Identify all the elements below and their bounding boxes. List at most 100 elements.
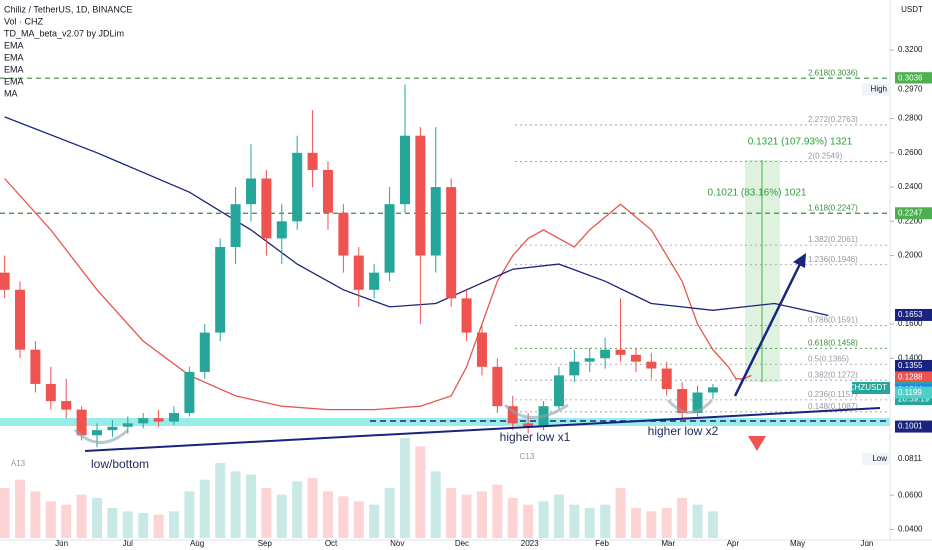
- annotation: higher low x2: [648, 424, 719, 438]
- volume-bar: [523, 504, 534, 538]
- side-tag: [852, 382, 890, 395]
- currency: USDT: [901, 5, 923, 14]
- price-tag: [895, 72, 932, 85]
- volume-bar: [307, 478, 318, 538]
- measure-label: 0.1021 (83.16%) 1021: [708, 188, 807, 199]
- side-tag: [862, 83, 890, 96]
- fib-label: 2.272(0.2763): [808, 115, 858, 124]
- volume-bar: [322, 491, 333, 538]
- price-tag-label: 0.3036: [898, 73, 923, 82]
- candle-body: [584, 358, 595, 362]
- volume-bar: [153, 514, 164, 538]
- countdown-box: [895, 394, 932, 406]
- volume-bar: [461, 494, 472, 538]
- y-tick-label: 0.2400: [898, 182, 923, 191]
- volume-bar: [600, 504, 611, 538]
- volume-bar: [492, 484, 503, 538]
- annotation: higher low x1: [500, 430, 571, 444]
- volume-bar: [707, 511, 718, 538]
- sell-marker: [748, 436, 766, 451]
- volume-bar: [168, 511, 179, 538]
- x-tick-label: Nov: [390, 539, 404, 548]
- price-tag: [895, 308, 932, 321]
- candle-body: [168, 413, 179, 422]
- candle-body: [230, 204, 241, 247]
- x-tick-label: Feb: [595, 539, 609, 548]
- candle-body: [615, 349, 626, 355]
- price-tag-label: 0.0811: [898, 454, 922, 463]
- candle-body: [107, 426, 118, 431]
- x-tick-label: Jul: [123, 539, 133, 548]
- volume-bar: [292, 481, 303, 538]
- volume-bar: [15, 479, 26, 538]
- volume-bar: [630, 508, 641, 538]
- y-tick-label: 0.1400: [898, 353, 923, 362]
- volume-bar: [261, 488, 272, 538]
- volume-bar: [538, 501, 549, 538]
- legend-entry: MA: [4, 88, 18, 98]
- fib-label: 0.148(0.1087): [808, 402, 858, 411]
- price-tag-label: 0.2970: [898, 85, 923, 94]
- candle-body: [492, 366, 503, 407]
- volume-bar: [646, 511, 657, 538]
- candle-body: [507, 406, 518, 424]
- volume-bar: [0, 488, 10, 538]
- candle-body: [138, 418, 149, 424]
- price-tag: [895, 453, 932, 466]
- candle-body: [461, 298, 472, 333]
- price-tag: [895, 420, 932, 433]
- main-layer: [0, 84, 829, 448]
- trend-line: [84, 407, 881, 452]
- candle-body: [261, 178, 272, 239]
- candle-body: [184, 371, 195, 414]
- price-tag-label: 0.1001: [898, 422, 923, 431]
- chart-title: Chiliz / TetherUS, 1D, BINANCE: [4, 4, 132, 14]
- volume-bar: [122, 511, 133, 538]
- candle-body: [384, 204, 395, 273]
- x-tick-label: Apr: [727, 539, 740, 548]
- candle-body: [276, 221, 287, 239]
- volume-bar: [184, 491, 195, 538]
- price-tag-label: 0.1355: [898, 361, 923, 370]
- candle-body: [692, 392, 703, 414]
- fib-label: 0.786(0.1591): [808, 316, 858, 325]
- fib-label: 1.382(0.2061): [808, 235, 858, 244]
- volume-bar: [430, 471, 441, 538]
- volume-bar: [415, 446, 426, 538]
- fib-label: 1.236(0.1946): [808, 255, 858, 264]
- volume-bar: [338, 496, 349, 538]
- candle-body: [630, 354, 641, 362]
- candle-body: [30, 349, 41, 384]
- price-tag-label: 0.2247: [898, 208, 923, 217]
- volume-bar: [353, 501, 364, 538]
- y-tick-label: 0.2000: [898, 251, 923, 260]
- x-tick-label: Aug: [190, 539, 204, 548]
- candle-body: [292, 152, 303, 222]
- volume-bar: [30, 491, 41, 538]
- candle-body: [446, 187, 457, 299]
- y-tick-label: 0.1600: [898, 319, 923, 328]
- price-tag: [895, 359, 932, 372]
- volume-bar: [553, 494, 564, 538]
- volume-bar: [384, 488, 395, 538]
- volume-bar: [399, 438, 410, 538]
- candle-body: [215, 246, 226, 333]
- volume-bar: [446, 488, 457, 538]
- legend-entry: EMA: [4, 76, 24, 86]
- countdown: 20:39:19: [898, 395, 930, 404]
- candle-body: [353, 255, 364, 290]
- candle-body: [646, 361, 657, 369]
- volume-bar: [369, 504, 380, 538]
- y-tick-label: 0.2800: [898, 114, 923, 123]
- y-tick-label: 0.2200: [898, 216, 923, 225]
- candle-body: [523, 423, 534, 427]
- y-tick-label: 0.0400: [898, 525, 923, 534]
- candle-body: [476, 332, 487, 367]
- projection-arrow: [733, 259, 804, 397]
- fib-label: 0.5(0.1365): [808, 354, 849, 363]
- candle-body: [369, 272, 380, 290]
- candle-body: [153, 418, 164, 422]
- volume-bar: [476, 491, 487, 538]
- x-tick-label: Sep: [258, 539, 273, 548]
